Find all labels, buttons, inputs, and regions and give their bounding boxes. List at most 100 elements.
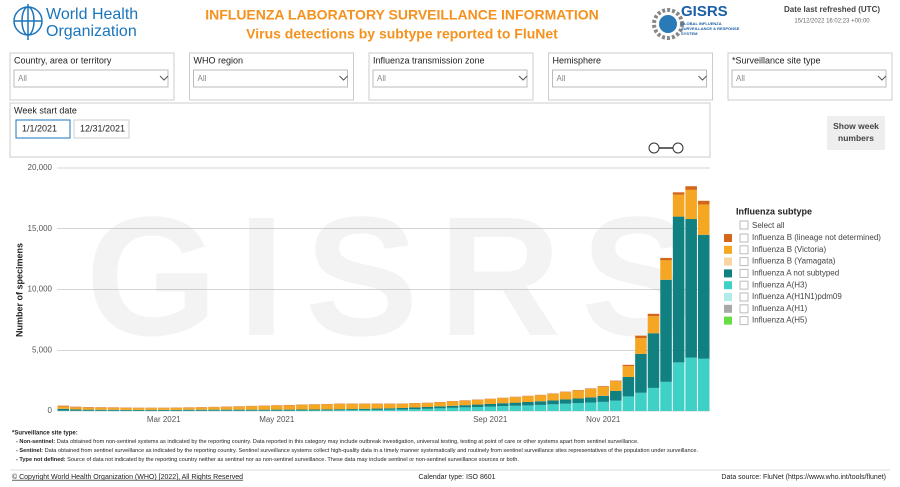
bar-segment bbox=[635, 338, 647, 354]
legend-checkbox[interactable] bbox=[739, 268, 749, 278]
bar-segment bbox=[384, 409, 396, 411]
bar-segment bbox=[497, 398, 509, 404]
bar-segment bbox=[308, 404, 321, 410]
legend-label: Influenza A(H1) bbox=[752, 304, 807, 313]
bar-segment bbox=[572, 390, 584, 399]
filter-dropdown[interactable] bbox=[193, 69, 348, 88]
note: - Non-sentinel: Data obtained from non-s… bbox=[16, 439, 639, 445]
filter-dropdown[interactable] bbox=[552, 69, 707, 88]
bar-segment bbox=[245, 409, 258, 411]
legend: Influenza B (lineage not determined) Infl… bbox=[724, 233, 881, 326]
bar-segment bbox=[509, 397, 522, 403]
bar-segment bbox=[82, 407, 95, 410]
bar-segment bbox=[471, 406, 484, 411]
bar-segment bbox=[434, 408, 446, 411]
bar-segment bbox=[635, 392, 647, 411]
filter-label: *Surveillance site type bbox=[732, 55, 821, 65]
bar-segment bbox=[208, 409, 220, 411]
filter-dropdown[interactable] bbox=[731, 69, 887, 88]
bar-segment bbox=[559, 403, 572, 411]
bar-segment bbox=[57, 406, 70, 409]
bar-segment bbox=[647, 313, 660, 317]
bar-segment bbox=[697, 200, 710, 205]
legend-checkbox[interactable] bbox=[739, 257, 749, 267]
start-date[interactable] bbox=[15, 119, 71, 139]
note-text: Data obtained from sentinel surveillance… bbox=[43, 448, 698, 454]
bar-segment bbox=[270, 405, 283, 410]
copyright[interactable]: © Copyright World Health Organization (W… bbox=[12, 473, 243, 481]
bar-segment bbox=[70, 406, 82, 408]
bar-segment bbox=[183, 409, 195, 411]
bar-segment bbox=[584, 388, 597, 398]
end-date[interactable] bbox=[73, 119, 130, 139]
bar-segment bbox=[421, 408, 434, 411]
bar-segment bbox=[547, 400, 559, 405]
bar-segment bbox=[358, 410, 371, 411]
bar-segment bbox=[346, 409, 358, 411]
bar-segment bbox=[509, 402, 522, 406]
bar-segment bbox=[170, 409, 183, 411]
legend-swatch bbox=[724, 257, 732, 266]
bar-segment bbox=[371, 409, 383, 411]
title: INFLUENZA LABORATORY SURVEILLANCE INFORM… bbox=[205, 7, 599, 23]
week-button-bg[interactable] bbox=[827, 116, 885, 150]
bar-segment bbox=[685, 219, 697, 358]
bar-segment bbox=[622, 364, 635, 367]
y-tick-label: 10,000 bbox=[28, 285, 53, 294]
legend-checkbox[interactable] bbox=[739, 245, 749, 255]
filter-value: All bbox=[18, 74, 27, 83]
legend-checkbox[interactable] bbox=[739, 316, 749, 326]
end-date-text: 12/31/2021 bbox=[80, 123, 125, 133]
note-text: Data obtained from non-sentinel systems … bbox=[55, 439, 639, 445]
bar-segment bbox=[132, 409, 145, 411]
bar-segment bbox=[672, 362, 685, 411]
filter-dropdown[interactable] bbox=[372, 69, 528, 88]
bar-segment bbox=[57, 408, 70, 411]
legend-checkbox[interactable] bbox=[739, 292, 749, 302]
bar-segment bbox=[308, 410, 321, 411]
bar-segment bbox=[559, 399, 572, 404]
bar-segment bbox=[471, 399, 484, 405]
bar-segment bbox=[346, 403, 358, 410]
bar-segment bbox=[333, 409, 346, 411]
notes: - Non-sentinel: Data obtained from non-s… bbox=[16, 439, 699, 463]
filter-value: All bbox=[377, 74, 386, 83]
data-source[interactable]: Data source: FluNet (https://www.who.int… bbox=[721, 474, 886, 481]
bar-segment bbox=[283, 409, 296, 411]
filter-dropdown[interactable] bbox=[13, 69, 169, 88]
select-all-checkbox[interactable] bbox=[739, 220, 749, 230]
legend-swatch bbox=[724, 304, 732, 313]
bar-segment bbox=[57, 405, 70, 407]
bar-segment bbox=[572, 398, 584, 404]
bar-segment bbox=[522, 402, 534, 406]
bar-segment bbox=[622, 366, 635, 377]
legend-checkbox[interactable] bbox=[739, 280, 749, 290]
org-name: World Health Organization bbox=[46, 6, 139, 40]
bar-segment bbox=[660, 381, 672, 411]
x-tick-label: Nov 2021 bbox=[586, 415, 621, 424]
gisrs-sub: GLOBAL INFLUENZA SURVEILLANCE & RESPONSE… bbox=[681, 21, 740, 36]
legend-swatch bbox=[724, 281, 732, 290]
bar-segment bbox=[258, 409, 270, 411]
dropdown-arrow bbox=[339, 75, 348, 81]
filter-label: WHO region bbox=[194, 55, 244, 65]
x-tick-label: Sep 2021 bbox=[473, 415, 508, 424]
bar-segment bbox=[622, 376, 635, 397]
refreshed-value: 15/12/2022 16:02:23 +00:00 bbox=[794, 19, 870, 25]
bar-segment bbox=[522, 396, 534, 403]
bar-segment bbox=[597, 386, 610, 396]
week-button[interactable]: Show week numbers bbox=[833, 121, 879, 143]
bar-segment bbox=[685, 357, 697, 411]
legend-swatch bbox=[724, 293, 732, 301]
bar-segment bbox=[547, 404, 559, 411]
bar-segment bbox=[70, 409, 82, 411]
bar-segment bbox=[245, 406, 258, 410]
bar-segment bbox=[572, 403, 584, 411]
legend-checkbox[interactable] bbox=[739, 233, 749, 243]
legend-checkbox[interactable] bbox=[739, 304, 749, 314]
slider[interactable] bbox=[648, 142, 684, 154]
bar-segment bbox=[610, 380, 622, 382]
bar-segment bbox=[157, 409, 170, 411]
bar-segment bbox=[484, 406, 497, 411]
bar-segment bbox=[296, 404, 308, 410]
